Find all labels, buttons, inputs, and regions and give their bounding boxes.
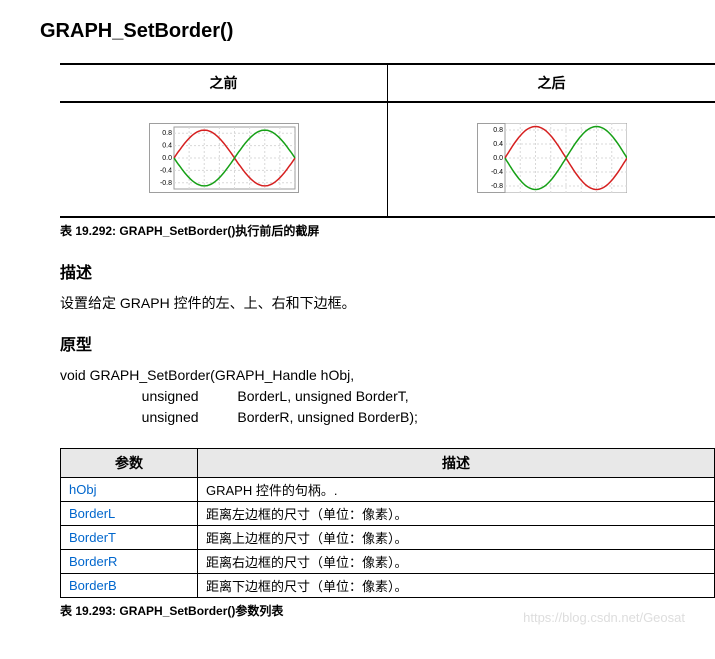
description-text: 设置给定 GRAPH 控件的左、上、右和下边框。: [60, 293, 695, 313]
cell-before: -0.8 -0.4 0.0 0.4 0.8: [60, 102, 388, 217]
svg-text:0.8: 0.8: [162, 130, 172, 137]
description-heading: 描述: [60, 259, 695, 283]
table-row: hObjGRAPH 控件的句柄。.: [61, 478, 715, 502]
screenshot-comparison-table: 之前 之后 -0.8 -0.4 0.0 0.4 0.8 -0.8 -0.4 0.0 0.4 0.…: [60, 63, 715, 218]
table-row: BorderB距离下边框的尺寸（单位：像素）。: [61, 574, 715, 598]
prototype-code: void GRAPH_SetBorder(GRAPH_Handle hObj, …: [60, 365, 695, 428]
svg-text:0.8: 0.8: [493, 127, 503, 134]
svg-text:0.0: 0.0: [493, 155, 503, 162]
svg-text:-0.8: -0.8: [490, 183, 502, 190]
prototype-heading: 原型: [60, 331, 695, 355]
graph-before: -0.8 -0.4 0.0 0.4 0.8: [149, 123, 299, 196]
param-name: BorderL: [61, 502, 198, 526]
param-desc: 距离右边框的尺寸（单位：像素）。: [198, 550, 715, 574]
param-name: BorderT: [61, 526, 198, 550]
param-desc: 距离下边框的尺寸（单位：像素）。: [198, 574, 715, 598]
cell-after: -0.8 -0.4 0.0 0.4 0.8: [388, 102, 715, 217]
table-row: BorderR距离右边框的尺寸（单位：像素）。: [61, 550, 715, 574]
svg-text:0.4: 0.4: [493, 141, 503, 148]
svg-text:-0.4: -0.4: [159, 167, 171, 174]
param-desc: 距离上边框的尺寸（单位：像素）。: [198, 526, 715, 550]
param-name: BorderB: [61, 574, 198, 598]
svg-text:0.0: 0.0: [162, 155, 172, 162]
page-title: GRAPH_SetBorder(): [40, 20, 695, 43]
svg-text:-0.4: -0.4: [490, 169, 502, 176]
param-desc: GRAPH 控件的句柄。.: [198, 478, 715, 502]
param-caption: 表 19.293: GRAPH_SetBorder()参数列表: [60, 602, 695, 619]
parameter-table: 参数 描述 hObjGRAPH 控件的句柄。.BorderL距离左边框的尺寸（单…: [60, 448, 715, 598]
svg-text:-0.8: -0.8: [159, 180, 171, 187]
svg-text:0.4: 0.4: [162, 143, 172, 150]
table-row: BorderT距离上边框的尺寸（单位：像素）。: [61, 526, 715, 550]
param-name: hObj: [61, 478, 198, 502]
param-name: BorderR: [61, 550, 198, 574]
param-col-name: 参数: [61, 449, 198, 478]
col-header-before: 之前: [60, 64, 388, 102]
table-row: BorderL距离左边框的尺寸（单位：像素）。: [61, 502, 715, 526]
screenshot-caption: 表 19.292: GRAPH_SetBorder()执行前后的截屏: [60, 222, 695, 239]
col-header-after: 之后: [388, 64, 715, 102]
graph-after: -0.8 -0.4 0.0 0.4 0.8: [477, 123, 627, 196]
param-col-desc: 描述: [198, 449, 715, 478]
param-desc: 距离左边框的尺寸（单位：像素）。: [198, 502, 715, 526]
